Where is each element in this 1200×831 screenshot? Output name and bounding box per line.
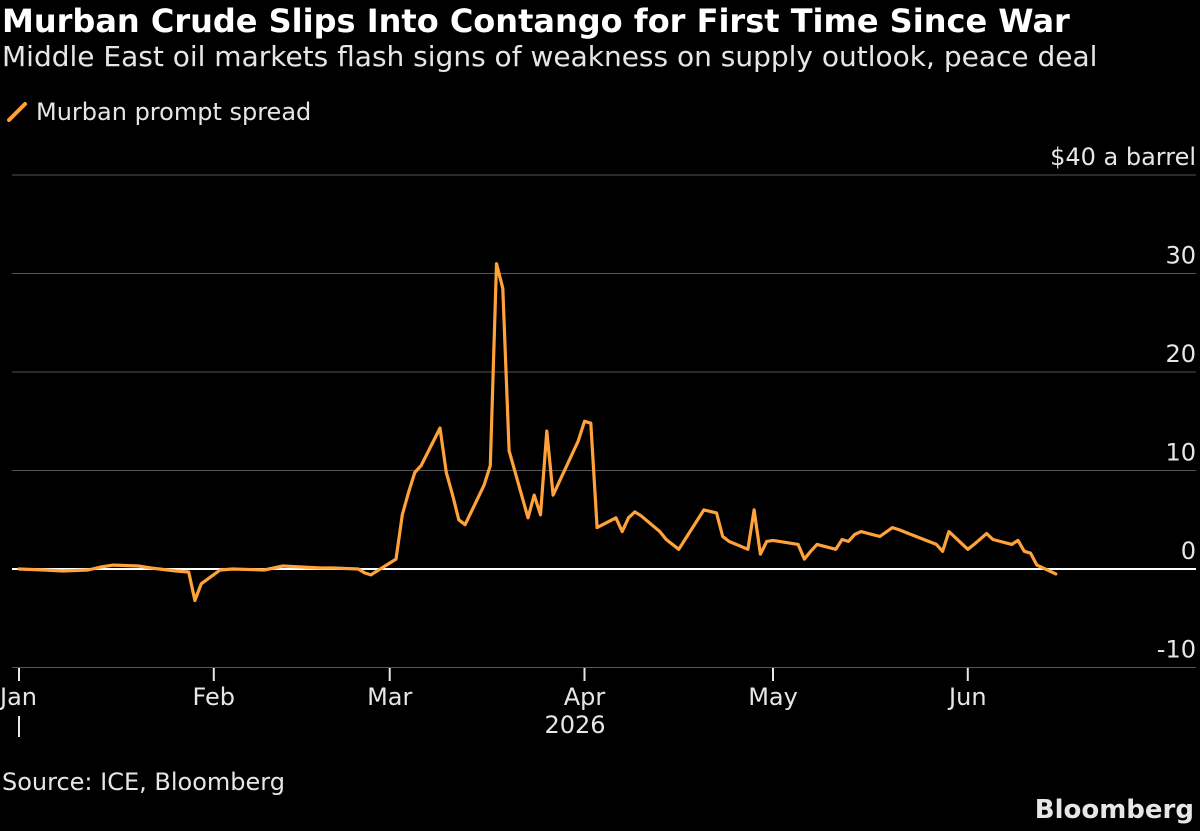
x-tick-label: Feb — [193, 683, 236, 711]
y-axis-ticks: -10 0 10 20 30 $40 a barrel — [1050, 143, 1196, 664]
x-tick-label: Jan — [0, 683, 37, 711]
x-tick-label: Mar — [367, 683, 412, 711]
series-layer — [17, 262, 1058, 603]
x-tick-label: Apr — [564, 683, 606, 711]
x-tick-label: May — [748, 683, 798, 711]
y-tick-label: -10 — [1157, 636, 1196, 664]
source-note: Source: ICE, Bloomberg — [2, 768, 285, 796]
chart-title: Murban Crude Slips Into Contango for Fir… — [2, 2, 1070, 40]
series-line — [17, 262, 1058, 603]
y-tick-label: 30 — [1165, 242, 1196, 270]
brand-logo: Bloomberg — [1034, 795, 1194, 825]
x-tick-label: Jun — [947, 683, 987, 711]
legend-swatch-icon — [7, 102, 27, 122]
gridlines — [12, 174, 1196, 668]
y-tick-label: 10 — [1165, 439, 1196, 467]
legend-label: Murban prompt spread — [36, 98, 312, 126]
y-tick-label: 20 — [1165, 340, 1196, 368]
x-axis-ticks: Jan Feb Mar Apr May Jun 2026 — [0, 668, 987, 739]
chart-subtitle: Middle East oil markets flash signs of w… — [2, 40, 1098, 73]
y-tick-label: 0 — [1181, 537, 1196, 565]
y-tick-label: $40 a barrel — [1050, 143, 1196, 171]
legend: Murban prompt spread — [6, 98, 311, 126]
line-chart: -10 0 10 20 30 $40 a barrel Jan Feb Mar Apr May Ju… — [0, 143, 1196, 739]
x-year-label: 2026 — [544, 711, 605, 739]
